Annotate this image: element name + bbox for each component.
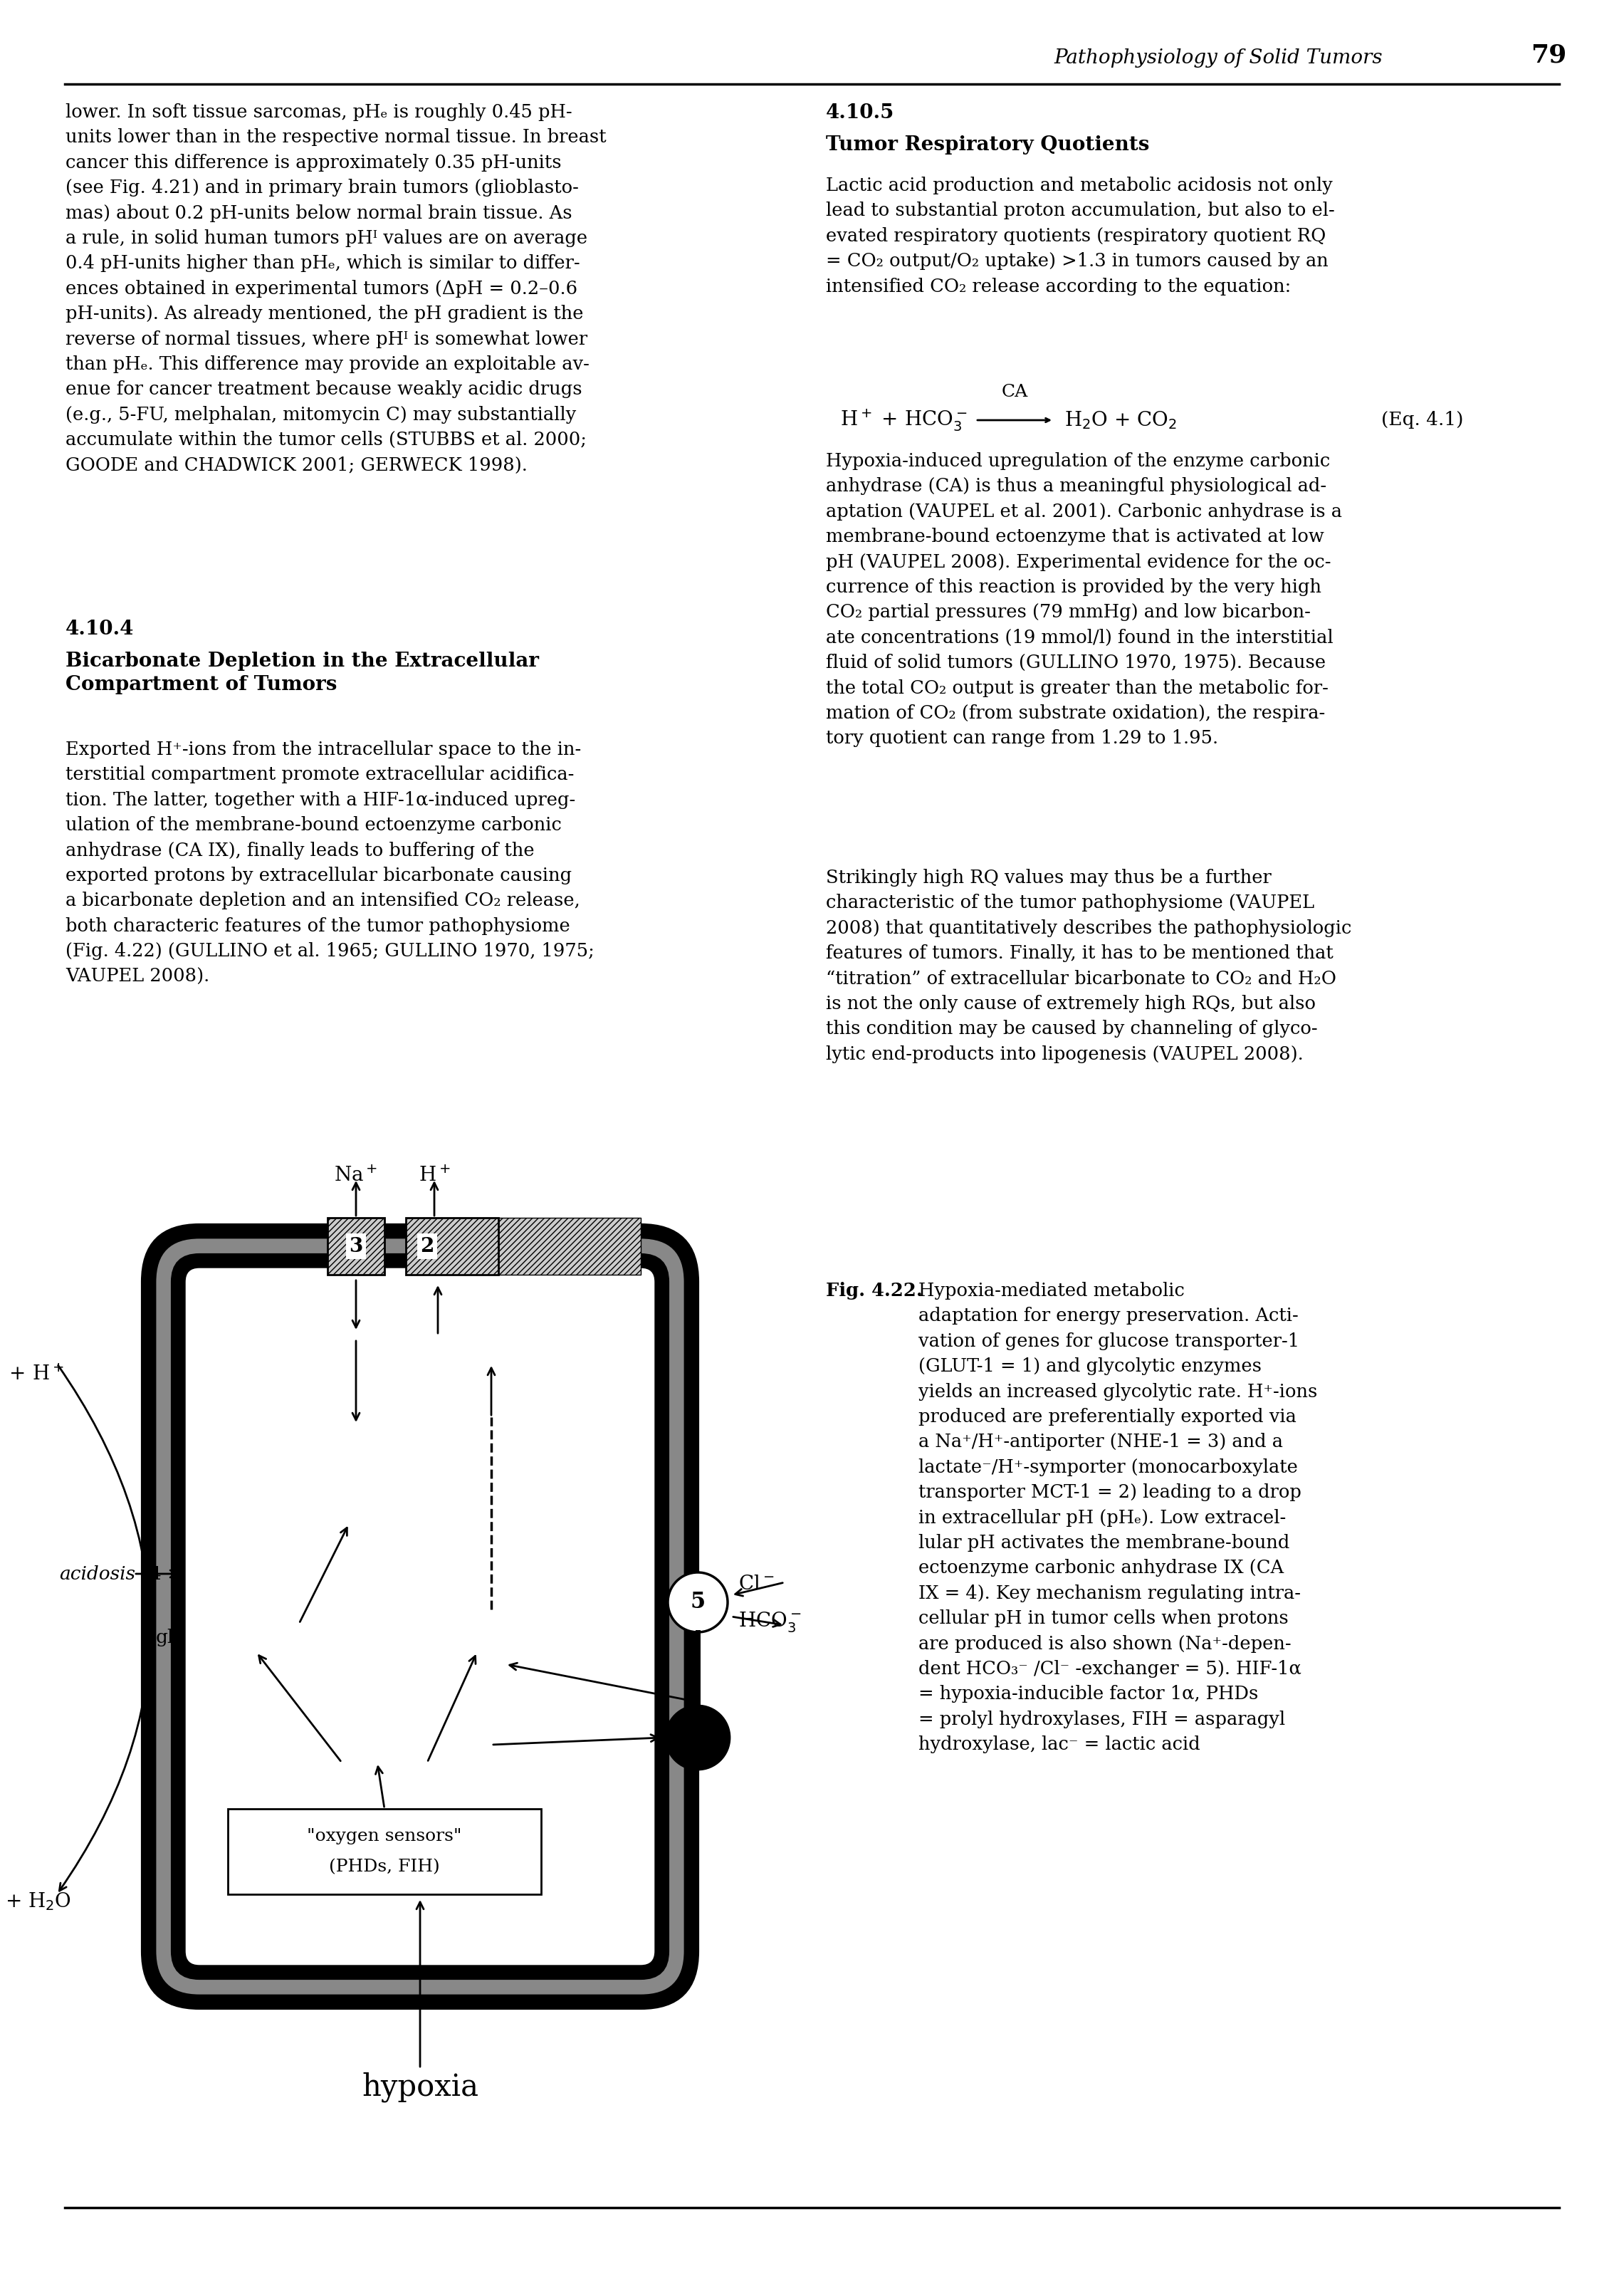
Text: lac$^-$: lac$^-$ (416, 1297, 460, 1315)
Text: (PHDs, FIH): (PHDs, FIH) (330, 1860, 440, 1876)
FancyArrowPatch shape (510, 1662, 695, 1701)
FancyArrowPatch shape (736, 1583, 783, 1597)
Text: 4: 4 (148, 1565, 161, 1583)
Text: Pathophysiology of Solid Tumors: Pathophysiology of Solid Tumors (1054, 48, 1382, 68)
Text: glucose $\uparrow$: glucose $\uparrow$ (443, 1628, 539, 1649)
Text: HIF-1$\alpha$$\uparrow$: HIF-1$\alpha$$\uparrow$ (370, 1735, 455, 1753)
Text: lower. In soft tissue sarcomas, pHₑ is roughly 0.45 pH-
units lower than in the : lower. In soft tissue sarcomas, pHₑ is r… (65, 102, 606, 475)
Circle shape (666, 1706, 729, 1769)
Text: Na$^+$: Na$^+$ (335, 1165, 378, 1185)
FancyBboxPatch shape (156, 1238, 685, 1996)
Text: 79: 79 (1530, 43, 1566, 68)
Text: Hypoxia-induced upregulation of the enzyme carbonic
anhydrase (CA) is thus a mea: Hypoxia-induced upregulation of the enzy… (827, 452, 1341, 747)
Text: HCO$_3^-$: HCO$_3^-$ (739, 1610, 801, 1635)
Circle shape (667, 1572, 728, 1633)
Text: Lactic acid production and metabolic acidosis not only
lead to substantial proto: Lactic acid production and metabolic aci… (827, 177, 1335, 295)
FancyBboxPatch shape (406, 1217, 499, 1274)
Text: glycolytic enzymes $\uparrow$: glycolytic enzymes $\uparrow$ (156, 1628, 357, 1649)
FancyBboxPatch shape (499, 1217, 641, 1274)
Text: Tumor Respiratory Quotients: Tumor Respiratory Quotients (827, 136, 1150, 154)
FancyArrowPatch shape (416, 1903, 424, 2067)
Text: 5: 5 (690, 1592, 705, 1612)
Text: H$^+$: H$^+$ (419, 1165, 450, 1185)
Text: Bicarbonate Depletion in the Extracellular
Compartment of Tumors: Bicarbonate Depletion in the Extracellul… (65, 652, 539, 695)
FancyArrowPatch shape (136, 1569, 177, 1578)
Text: 4.10.4: 4.10.4 (65, 620, 135, 638)
Text: acidosis: acidosis (58, 1565, 135, 1583)
FancyBboxPatch shape (143, 1224, 698, 2008)
FancyArrowPatch shape (352, 1183, 359, 1215)
Text: 4.10.5: 4.10.5 (827, 102, 895, 123)
Text: Cl$^-$: Cl$^-$ (739, 1574, 775, 1594)
Text: CO$_2$ + H$_2$O: CO$_2$ + H$_2$O (0, 1892, 71, 1912)
Text: H$^+$ + HCO$_3^-$: H$^+$ + HCO$_3^-$ (840, 407, 968, 434)
Text: 2: 2 (421, 1238, 434, 1256)
Text: glycolysis $\uparrow$: glycolysis $\uparrow$ (320, 1478, 435, 1499)
Text: Hypoxia-mediated metabolic
adaptation for energy preservation. Acti-
vation of g: Hypoxia-mediated metabolic adaptation fo… (919, 1281, 1317, 1753)
Text: Strikingly high RQ values may thus be a further
characteristic of the tumor path: Strikingly high RQ values may thus be a … (827, 870, 1351, 1063)
FancyArrowPatch shape (732, 1617, 781, 1626)
FancyArrowPatch shape (487, 1367, 495, 1415)
FancyArrowPatch shape (429, 1656, 476, 1760)
Text: Exported H⁺-ions from the intracellular space to the in-
terstitial compartment : Exported H⁺-ions from the intracellular … (65, 740, 594, 986)
FancyArrowPatch shape (58, 1365, 149, 1892)
FancyArrowPatch shape (258, 1656, 341, 1760)
Text: (Eq. 4.1): (Eq. 4.1) (1382, 411, 1463, 429)
FancyBboxPatch shape (328, 1217, 385, 1274)
Text: H$_2$O + CO$_2$: H$_2$O + CO$_2$ (1064, 409, 1177, 431)
FancyArrowPatch shape (494, 1735, 658, 1744)
FancyArrowPatch shape (352, 1340, 359, 1419)
FancyBboxPatch shape (185, 1267, 654, 1964)
Text: H$^+$: H$^+$ (339, 1297, 372, 1315)
Text: hypoxia: hypoxia (362, 2073, 479, 2103)
Text: CA: CA (1002, 384, 1028, 400)
FancyArrowPatch shape (434, 1288, 442, 1333)
FancyArrowPatch shape (300, 1528, 348, 1621)
Text: HCO$_3^-$ + H$^+$: HCO$_3^-$ + H$^+$ (0, 1363, 63, 1388)
FancyArrowPatch shape (430, 1183, 438, 1215)
Text: Fig. 4.22.: Fig. 4.22. (827, 1281, 922, 1299)
FancyArrowPatch shape (352, 1281, 359, 1329)
FancyArrowPatch shape (375, 1767, 385, 1808)
FancyBboxPatch shape (227, 1808, 541, 1894)
Text: "oxygen sensors": "oxygen sensors" (307, 1828, 461, 1844)
Text: 3: 3 (349, 1238, 362, 1256)
FancyBboxPatch shape (172, 1256, 667, 1978)
